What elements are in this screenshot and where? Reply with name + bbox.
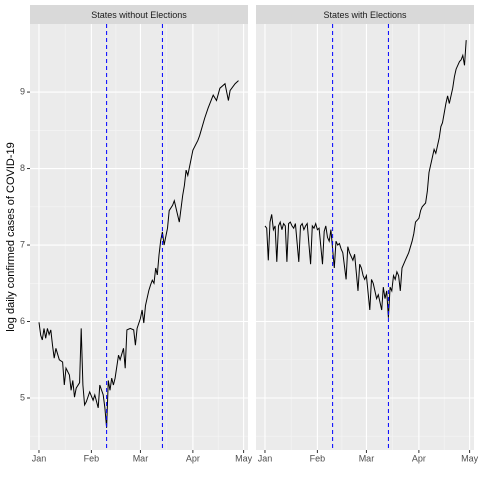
y-tick-label: 5: [20, 392, 25, 402]
x-tick-label: Mar: [133, 453, 149, 463]
strip: [30, 5, 248, 24]
x-tick-label: Feb: [84, 453, 100, 463]
panel: [256, 24, 474, 450]
x-tick-label: Feb: [310, 453, 326, 463]
x-tick-label: Apr: [412, 453, 426, 463]
y-tick-label: 7: [20, 239, 25, 249]
panel: [30, 24, 248, 450]
strip-title: States without Elections: [91, 10, 187, 20]
y-tick-label: 6: [20, 316, 25, 326]
x-tick-label: Jan: [32, 453, 47, 463]
y-axis-title: log daily confirmed cases of COVID-19: [5, 142, 17, 332]
y-tick-label: 8: [20, 163, 25, 173]
series-line: [264, 40, 467, 318]
series-line: [38, 80, 239, 428]
strip: [256, 5, 474, 24]
x-tick-label: Mar: [359, 453, 375, 463]
x-tick-label: May: [235, 453, 253, 463]
strip-title: States with Elections: [323, 10, 407, 20]
x-tick-label: May: [461, 453, 479, 463]
y-tick-label: 9: [20, 86, 25, 96]
x-tick-label: Jan: [258, 453, 273, 463]
x-tick-label: Apr: [186, 453, 200, 463]
